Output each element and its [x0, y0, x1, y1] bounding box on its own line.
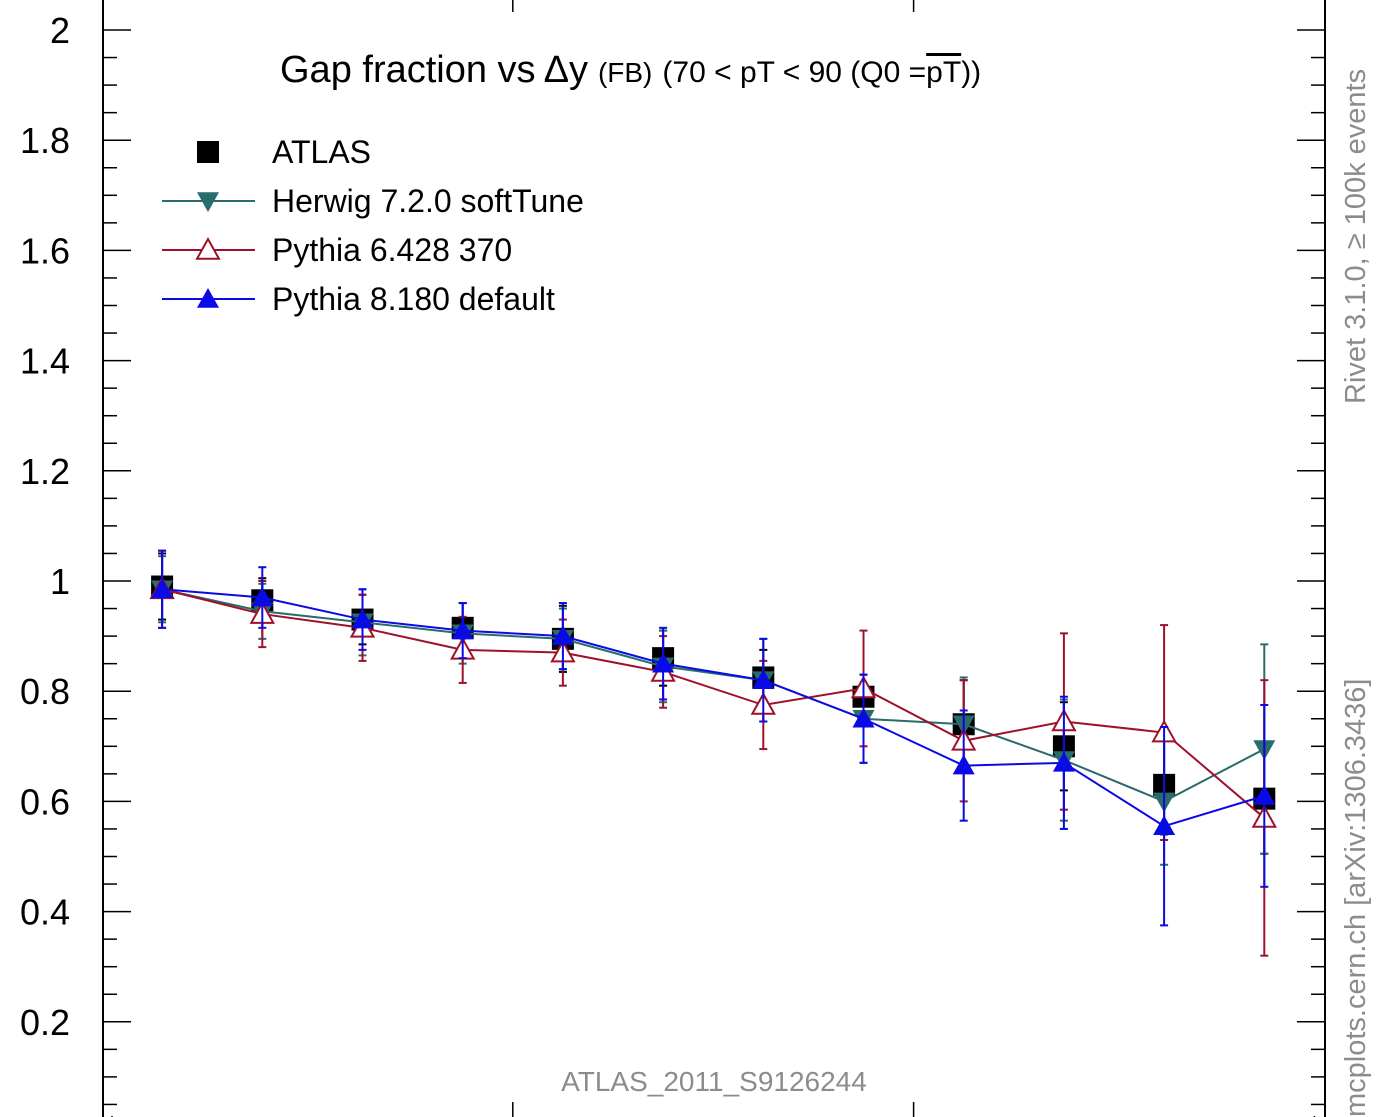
data-point	[151, 578, 174, 599]
data-point	[351, 608, 374, 629]
y-tick-label: 0.6	[20, 781, 70, 822]
analysis-watermark: ATLAS_2011_S9126244	[561, 1066, 867, 1097]
series-2	[149, 549, 1277, 957]
plot-frame	[102, 0, 1326, 1117]
data-point	[952, 754, 975, 775]
y-axis-ticks: 0.2 0.4 0.6 0.8 1 1.2 1.4 1.6 1.8 2	[20, 10, 1325, 1106]
series-1	[151, 555, 1276, 866]
series-line	[162, 588, 1265, 828]
legend-label: ATLAS	[272, 134, 371, 170]
chart-title: Gap fraction vs Δy (FB) (70 < pT < 90 (Q0 =…	[280, 49, 981, 91]
legend-label: Pythia 6.428 370	[272, 232, 512, 268]
series-line	[161, 588, 1265, 803]
chart-title-delta: Δ	[544, 49, 569, 91]
data-point	[852, 707, 875, 728]
data-point	[251, 586, 274, 607]
legend-marker	[195, 236, 221, 260]
chart-title-var: y	[569, 49, 588, 91]
legend-label: Herwig 7.2.0 softTune	[272, 183, 584, 219]
legend-label: Pythia 8.180 default	[272, 281, 555, 317]
x-axis-ticks	[111, 0, 1316, 1117]
data-point	[451, 619, 474, 640]
data-point	[1052, 751, 1075, 772]
y-tick-label: 1.2	[20, 451, 70, 492]
legend-entry-1: Herwig 7.2.0 softTune	[162, 183, 584, 219]
y-tick-label: 1	[50, 561, 70, 602]
legend-marker	[197, 192, 219, 212]
chart-title-overline: pT	[926, 56, 961, 89]
y-tick-label: 0.4	[20, 892, 70, 933]
data-point	[551, 625, 574, 645]
y-tick-label: 2	[50, 10, 70, 51]
data-point	[1153, 815, 1176, 835]
series-0	[151, 552, 1276, 855]
legend-marker	[197, 288, 219, 308]
chart-title-range-post: ))	[961, 56, 981, 89]
chart-title-range-pre: (70 < pT < 90 (Q0 =	[662, 56, 926, 89]
series-layer	[149, 549, 1277, 957]
y-tick-label: 1.4	[20, 341, 70, 382]
legend: ATLAS Herwig 7.2.0 softTune Pythia 6.428 3…	[162, 134, 584, 317]
legend-entry-0: ATLAS	[197, 134, 371, 170]
data-point	[652, 652, 675, 673]
y-tick-label: 0.2	[20, 1002, 70, 1043]
data-point	[1253, 784, 1276, 805]
legend-entry-2: Pythia 6.428 370	[162, 232, 512, 268]
chart-title-main: Gap fraction vs	[280, 49, 536, 91]
series-line	[161, 588, 1265, 819]
y-tick-label: 1.8	[20, 120, 70, 161]
y-tick-label: 0.8	[20, 671, 70, 712]
chart-title-fb: (FB)	[598, 57, 652, 88]
rivet-version-label: Rivet 3.1.0, ≥ 100k events	[1340, 69, 1372, 404]
data-point	[752, 669, 775, 689]
y-tick-label: 1.6	[20, 230, 70, 271]
legend-entry-3: Pythia 8.180 default	[162, 281, 555, 317]
series-3	[151, 549, 1276, 927]
legend-marker	[197, 141, 219, 163]
mcplots-reference-label: mcplots.cern.ch [arXiv:1306.3436]	[1340, 679, 1372, 1117]
